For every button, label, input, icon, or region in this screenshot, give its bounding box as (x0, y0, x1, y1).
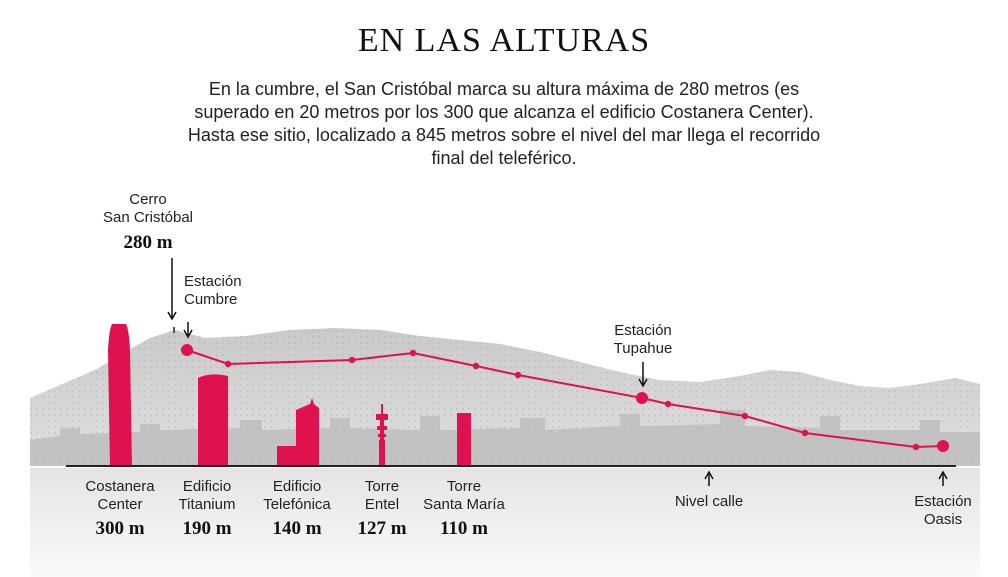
street-level-label: Nivel calle (674, 493, 744, 510)
building-height-costanera: 300 m (95, 518, 145, 539)
building-costanera-center (108, 324, 132, 466)
building-name-line2: Center (97, 496, 143, 513)
building-label-titanium: Edificio Titanium (157, 478, 257, 514)
hill-label-line2: San Cristóbal (102, 209, 194, 226)
hill-height: 280 m (123, 232, 173, 253)
building-name-line2: Titanium (178, 496, 236, 513)
hill-label-line1: Cerro (129, 191, 167, 208)
page-title: EN LAS ALTURAS (357, 22, 651, 59)
page-subtitle: En la cumbre, el San Cristóbal marca su … (187, 79, 821, 168)
building-telefonica (277, 398, 319, 466)
station-cumbre-label: Estación Cumbre (184, 273, 242, 309)
hill-label: Cerro San Cristóbal (78, 191, 218, 227)
station-oasis-label: Estación Oasis (893, 493, 993, 529)
building-height-entel: 127 m (357, 518, 407, 539)
arrow-up-icon (704, 470, 714, 486)
buildings-group (108, 324, 471, 466)
building-name-line1: Costanera (85, 478, 155, 495)
building-label-costanera: Costanera Center (70, 478, 170, 514)
station-cumbre-line2: Cumbre (184, 291, 238, 308)
building-height-santa-maria: 110 m (439, 518, 489, 539)
building-torre-entel (376, 404, 388, 466)
station-oasis-marker (937, 440, 949, 452)
station-tupahue-marker (636, 392, 648, 404)
building-name-line2: Telefónica (263, 496, 331, 513)
building-label-entel: Torre Entel (332, 478, 432, 514)
arrow-down-icon (167, 258, 177, 321)
cable-car-route (186, 349, 944, 449)
summit-icon (173, 327, 175, 333)
building-label-telefonica: Edificio Telefónica (247, 478, 347, 514)
building-name-line2: Santa María (423, 496, 505, 513)
building-height-titanium: 190 m (182, 518, 232, 539)
building-name-line2: Entel (364, 496, 400, 513)
station-oasis-line2: Oasis (923, 511, 963, 528)
route-waypoints (224, 349, 920, 451)
building-name-line1: Torre (446, 478, 482, 495)
station-tupahue-line1: Estación (614, 322, 672, 339)
station-tupahue-label: Estación Tupahue (593, 322, 693, 358)
station-oasis-line1: Estación (914, 493, 972, 510)
building-label-santa-maria: Torre Santa María (409, 478, 519, 514)
city-skyline (30, 410, 980, 466)
building-name-line1: Torre (364, 478, 400, 495)
arrow-down-icon (638, 362, 648, 388)
station-cumbre-marker (181, 344, 193, 356)
building-titanium (198, 374, 228, 466)
station-cumbre-line1: Estación (184, 273, 242, 290)
arrow-up-icon (938, 470, 948, 486)
station-tupahue-line2: Tupahue (613, 340, 673, 357)
arrow-down-icon (183, 322, 193, 339)
building-height-telefonica: 140 m (272, 518, 322, 539)
building-torre-santa-maria (457, 413, 471, 466)
building-name-line1: Edificio (272, 478, 322, 495)
city-background (30, 468, 980, 577)
building-name-line1: Edificio (182, 478, 232, 495)
